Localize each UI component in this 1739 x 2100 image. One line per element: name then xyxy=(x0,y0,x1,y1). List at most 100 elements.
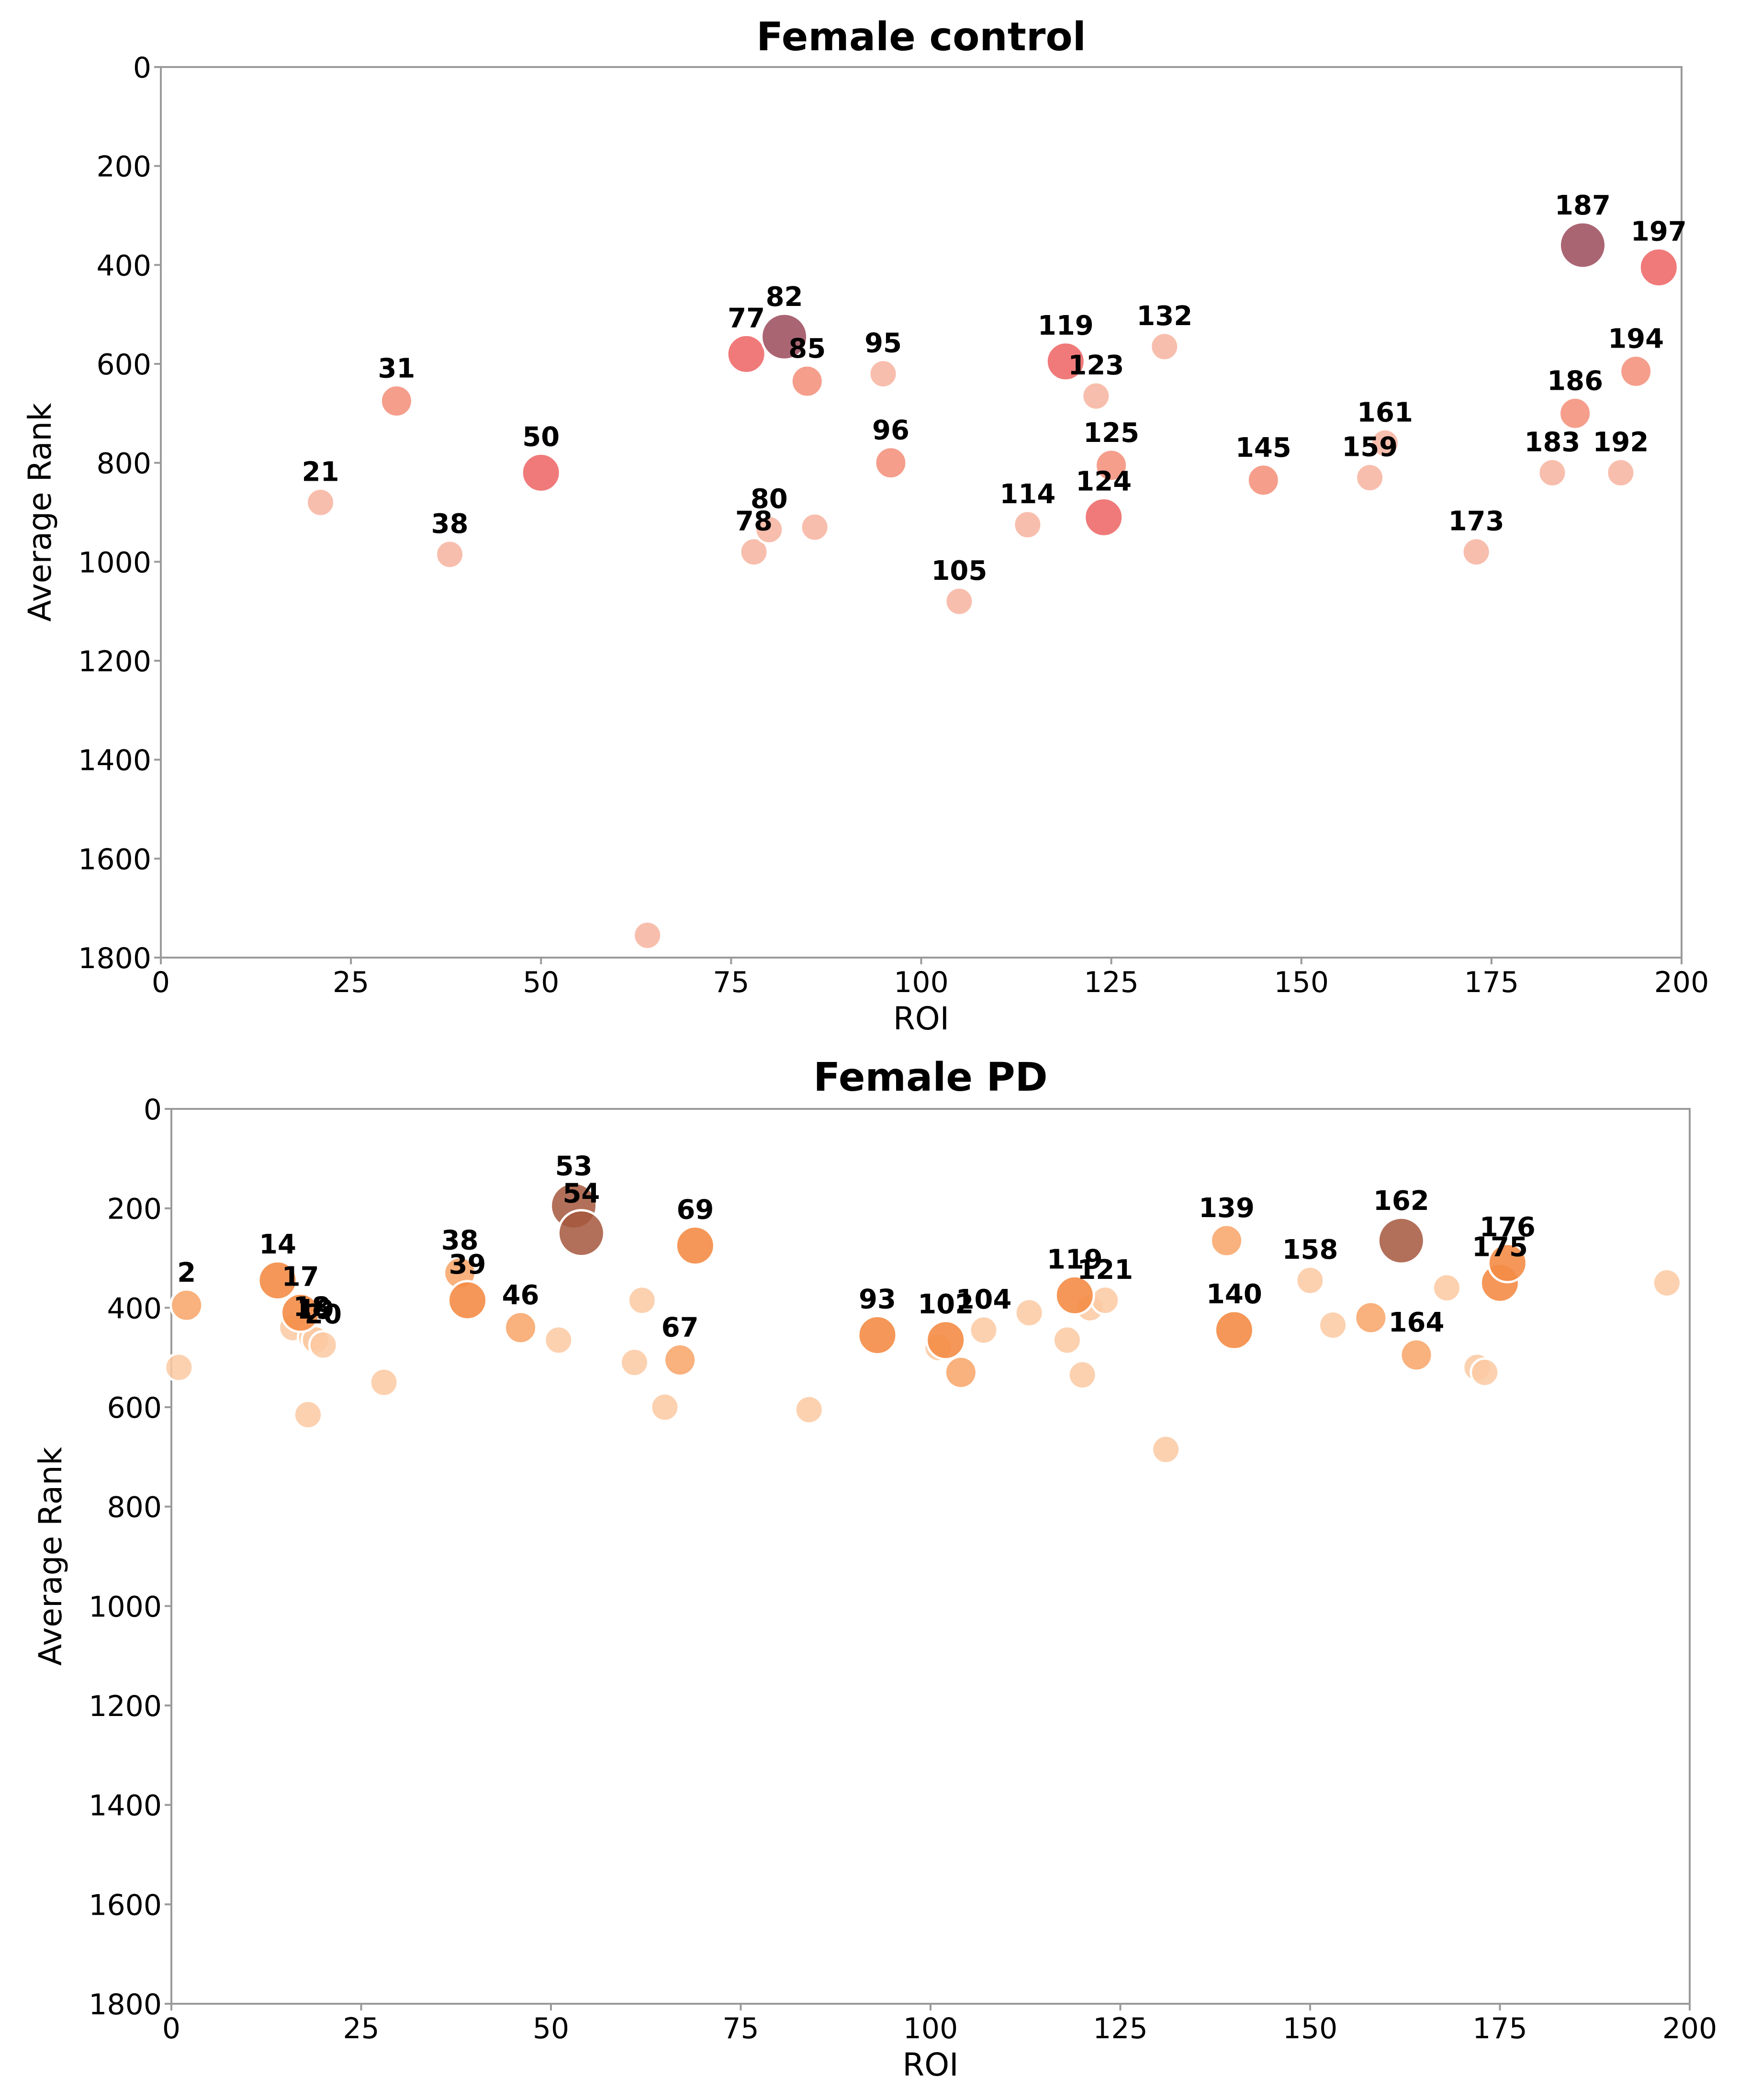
data-label: 77 xyxy=(728,303,765,334)
x-tick-label: 150 xyxy=(1283,2012,1338,2045)
data-point-roi-86 xyxy=(799,512,830,542)
data-point-46 xyxy=(504,1310,538,1345)
y-tick-label: 1200 xyxy=(78,645,151,678)
data-point-roi-28 xyxy=(369,1367,399,1398)
data-point-roi-104 xyxy=(943,1355,978,1389)
x-tick-label: 0 xyxy=(152,966,170,999)
y-tick-label: 400 xyxy=(96,249,151,282)
data-label: 50 xyxy=(522,421,560,452)
data-point-80 xyxy=(754,514,785,545)
y-tick-label: 0 xyxy=(133,51,151,85)
data-label: 39 xyxy=(449,1249,486,1280)
data-label: 21 xyxy=(302,456,339,487)
data-point-roi-64 xyxy=(632,920,663,950)
data-label: 46 xyxy=(502,1280,539,1311)
data-label: 187 xyxy=(1555,190,1611,221)
data-label: 192 xyxy=(1593,427,1649,458)
data-point-96 xyxy=(874,446,908,480)
data-point-114 xyxy=(1012,509,1043,540)
data-label: 31 xyxy=(378,353,415,384)
data-point-roi-51 xyxy=(543,1325,574,1355)
data-label: 105 xyxy=(931,555,987,587)
data-point-162 xyxy=(1377,1216,1425,1265)
y-axis-label: Average Rank xyxy=(22,403,58,622)
data-point-54 xyxy=(557,1209,606,1258)
data-label: 162 xyxy=(1373,1185,1429,1217)
y-tick-label: 800 xyxy=(107,1491,162,1524)
data-point-2 xyxy=(169,1288,204,1322)
data-label: 104 xyxy=(956,1284,1012,1315)
data-label: 14 xyxy=(259,1229,296,1260)
chart-title: Female control xyxy=(756,14,1086,60)
y-tick-label: 1800 xyxy=(78,942,151,975)
data-point-125 xyxy=(1094,448,1129,483)
data-label: 82 xyxy=(766,282,803,313)
data-point-161 xyxy=(1369,428,1400,458)
data-point-139 xyxy=(1210,1223,1244,1258)
data-point-105 xyxy=(944,586,975,617)
x-tick-label: 200 xyxy=(1662,2012,1717,2045)
data-point-95 xyxy=(868,359,898,389)
data-label: 197 xyxy=(1631,216,1687,248)
data-point-roi-18 xyxy=(292,1400,323,1430)
data-label: 121 xyxy=(1077,1254,1133,1286)
data-label: 139 xyxy=(1199,1193,1255,1224)
data-label: 19 xyxy=(297,1294,334,1325)
data-point-67 xyxy=(663,1343,697,1377)
data-point-21 xyxy=(305,487,336,518)
x-tick-label: 125 xyxy=(1093,2012,1148,2045)
y-tick-label: 1400 xyxy=(78,744,151,778)
data-point-20 xyxy=(308,1330,338,1360)
data-label: 114 xyxy=(999,479,1055,510)
data-label: 96 xyxy=(872,415,909,446)
x-tick-label: 125 xyxy=(1084,966,1139,999)
y-tick-label: 200 xyxy=(96,150,151,184)
x-tick-label: 200 xyxy=(1654,966,1709,999)
data-label: 119 xyxy=(1047,1244,1103,1275)
chart-title: Female PD xyxy=(813,1055,1048,1100)
data-point-roi-168 xyxy=(1431,1273,1462,1303)
x-tick-label: 175 xyxy=(1472,2012,1527,2045)
data-point-140 xyxy=(1213,1310,1255,1351)
x-tick-label: 25 xyxy=(333,966,369,999)
data-label: 69 xyxy=(676,1195,714,1226)
chart-female-pd: Female PD 0 25 50 75 100 125 150 175 200 0 200 400 60… xyxy=(32,1055,1717,2083)
data-label: 183 xyxy=(1525,427,1581,458)
data-point-38 xyxy=(435,539,465,570)
data-point-145 xyxy=(1246,463,1280,497)
data-point-186 xyxy=(1558,396,1593,430)
data-label: 95 xyxy=(864,328,902,359)
y-axis-label: Average Rank xyxy=(32,1446,69,1666)
data-point-roi-153 xyxy=(1318,1310,1348,1341)
x-axis-label: ROI xyxy=(902,2046,958,2083)
data-point-102 xyxy=(925,1320,966,1361)
x-tick-label: 100 xyxy=(894,966,949,999)
data-point-192 xyxy=(1605,457,1636,488)
data-point-77 xyxy=(726,333,767,374)
y-tick-label: 400 xyxy=(107,1292,162,1325)
data-point-roi-173 xyxy=(1470,1357,1500,1388)
data-point-197 xyxy=(1638,247,1679,288)
data-label: 158 xyxy=(1282,1234,1338,1265)
data-point-39 xyxy=(447,1280,488,1321)
data-point-119 xyxy=(1045,341,1086,382)
data-point-93 xyxy=(857,1314,898,1355)
y-tick-label: 800 xyxy=(96,447,151,481)
y-tick-label: 1400 xyxy=(89,1789,162,1823)
data-point-14 xyxy=(257,1260,298,1301)
y-tick-label: 200 xyxy=(107,1193,162,1226)
data-label: 124 xyxy=(1076,466,1132,497)
data-label: 38 xyxy=(431,508,469,540)
data-point-124 xyxy=(1083,497,1124,538)
data-label: 125 xyxy=(1083,418,1139,449)
data-point-roi-120 xyxy=(1067,1360,1098,1390)
data-point-158 xyxy=(1295,1265,1325,1296)
data-point-roi-84 xyxy=(794,1394,824,1425)
data-point-50 xyxy=(520,452,561,493)
data-point-31 xyxy=(379,384,414,418)
data-point-194 xyxy=(1619,354,1653,388)
data-label: 123 xyxy=(1068,350,1124,381)
data-label: 18 xyxy=(293,1292,330,1323)
data-label: 145 xyxy=(1235,432,1291,463)
